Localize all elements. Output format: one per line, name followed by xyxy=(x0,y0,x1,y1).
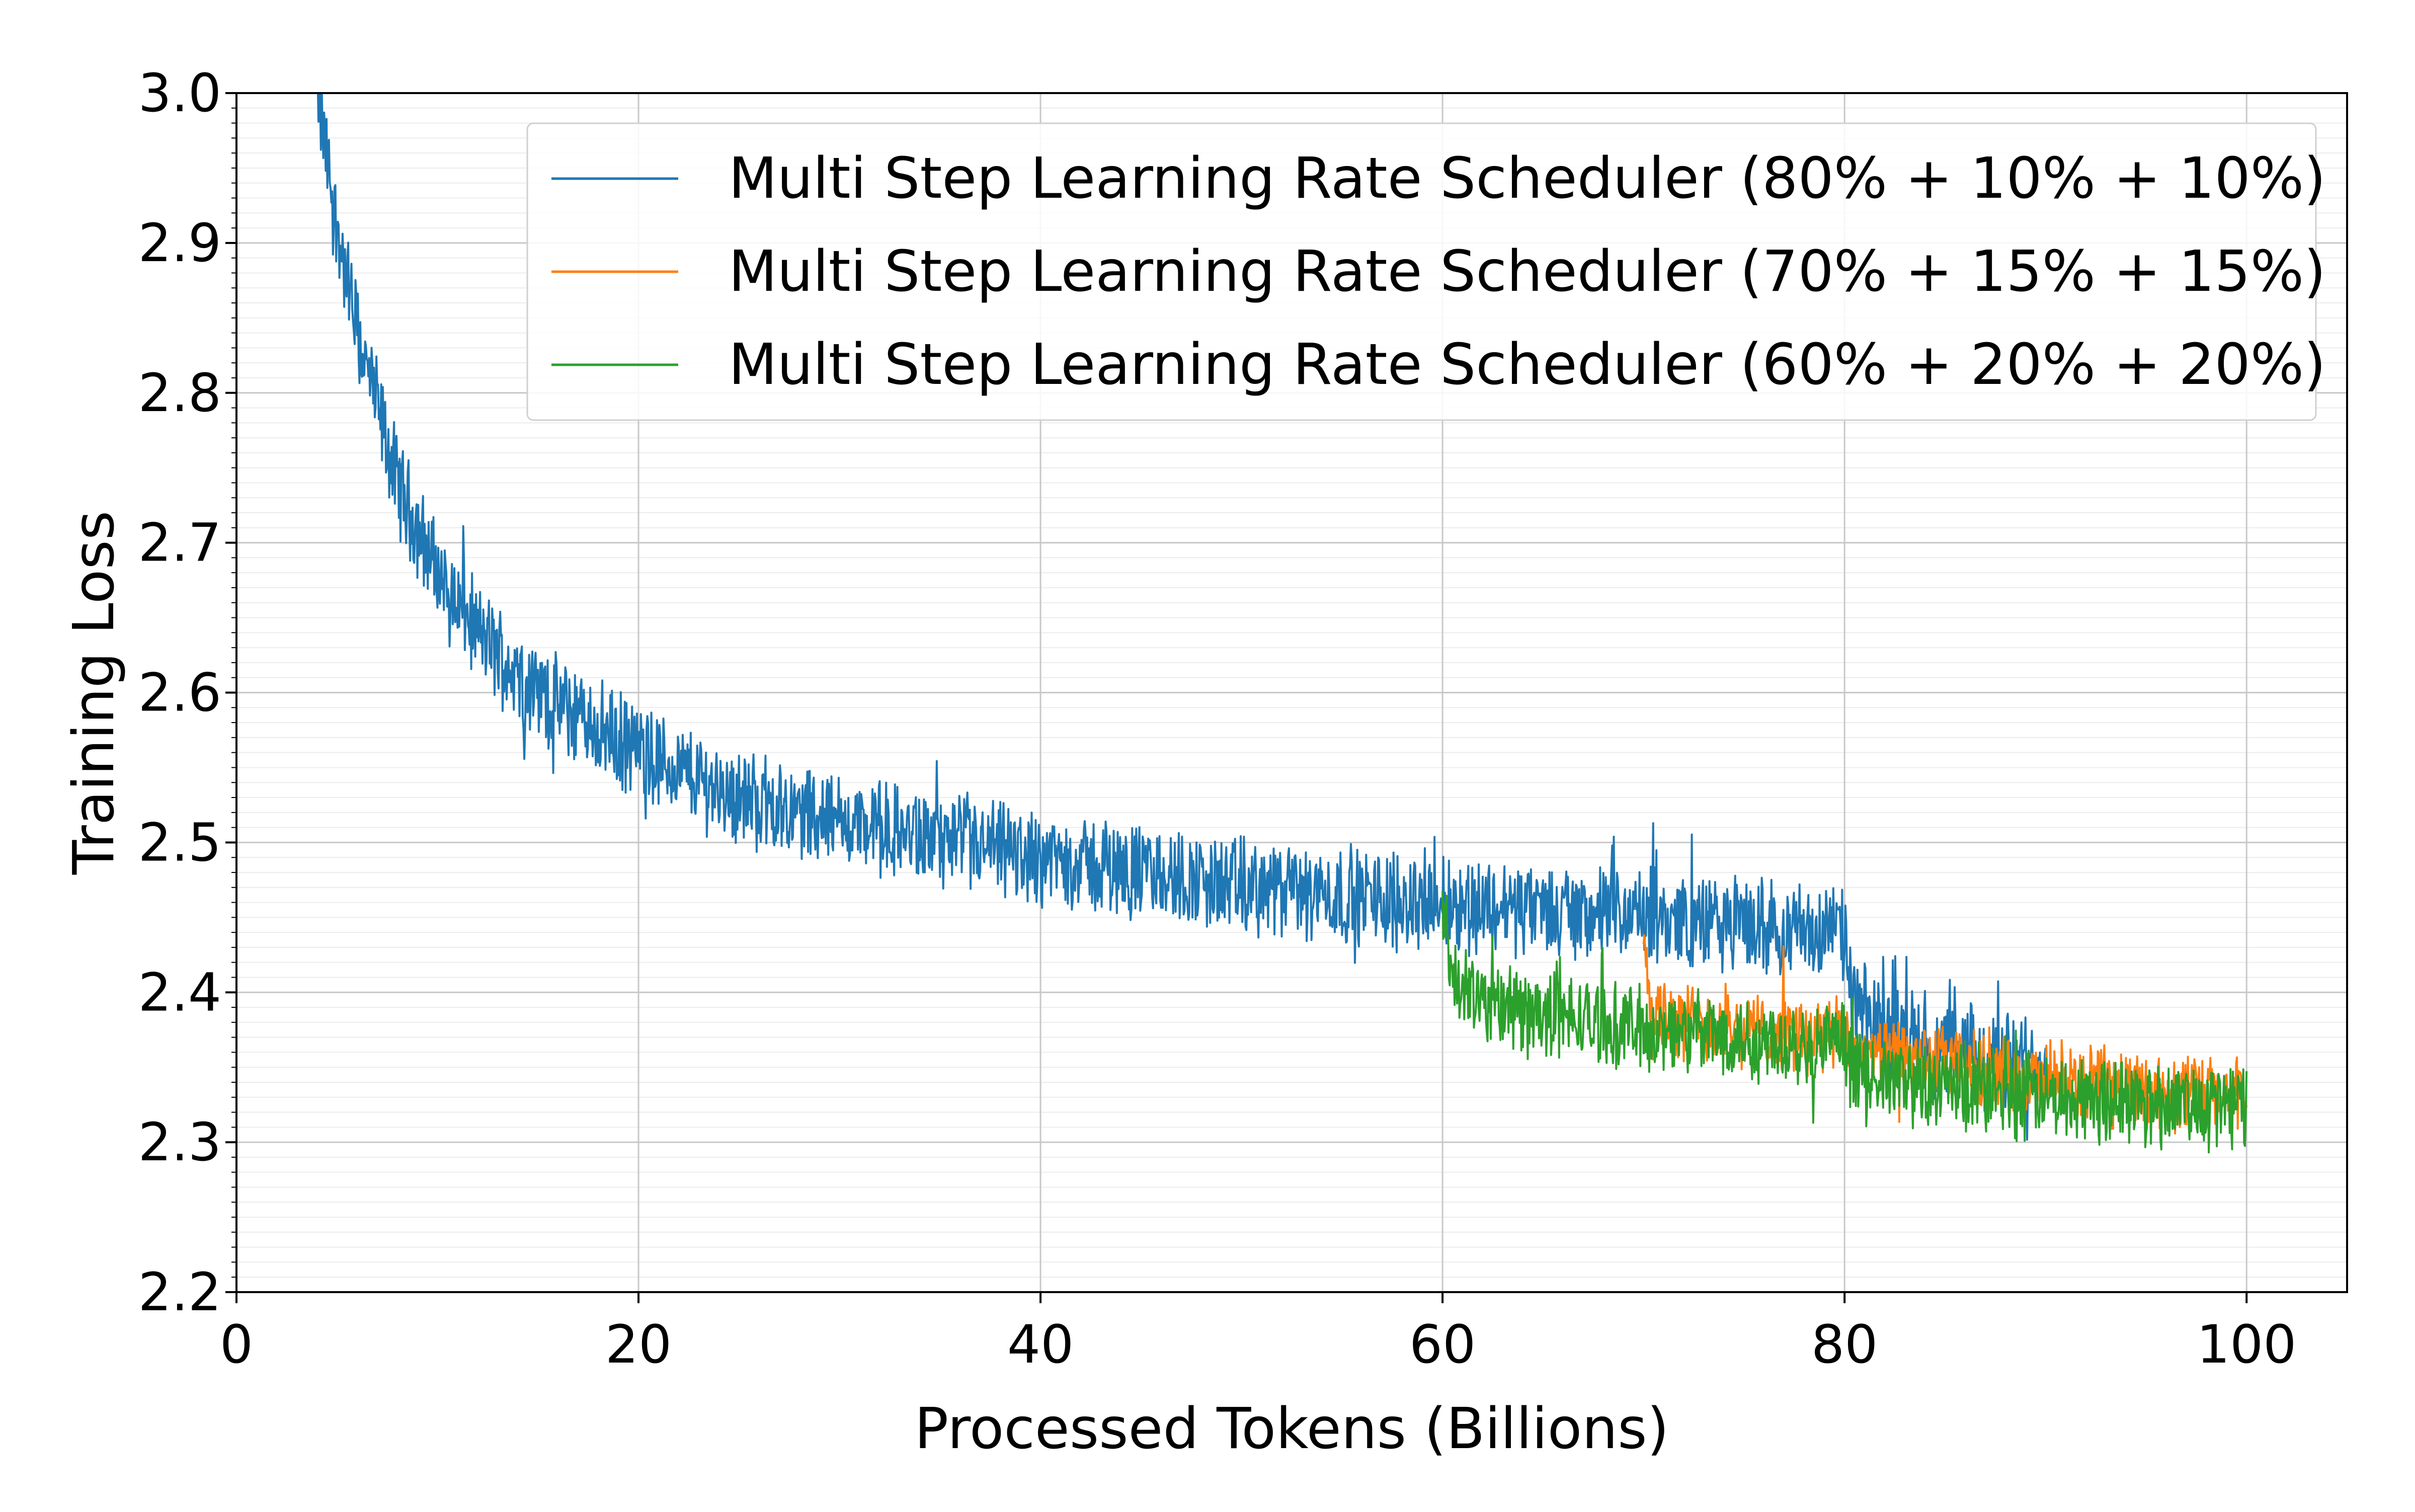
y-tick-label: 2.5 xyxy=(138,812,221,873)
x-tick-label: 0 xyxy=(220,1314,253,1375)
series-line xyxy=(316,93,2047,1141)
y-tick-label: 2.6 xyxy=(138,662,221,724)
x-axis-label: Processed Tokens (Billions) xyxy=(915,1396,1669,1462)
x-tick-label: 60 xyxy=(1409,1314,1476,1375)
y-tick-label: 2.4 xyxy=(138,962,221,1023)
legend-box xyxy=(526,122,2317,421)
axis-ticks: 2.2 2.3 2.4 2.5 2.6 2.7 2.8 2.9 3.0 0 20 40 60 80 100 xyxy=(138,62,2297,1375)
y-axis-label: Training Loss xyxy=(61,511,127,875)
x-tick-label: 80 xyxy=(1811,1314,1878,1375)
x-tick-label: 20 xyxy=(605,1314,672,1375)
legend-label: Multi Step Learning Rate Scheduler (60% … xyxy=(729,332,2326,397)
x-tick-label: 100 xyxy=(2197,1314,2297,1375)
series-line xyxy=(1441,891,2248,1154)
y-tick-label: 2.3 xyxy=(138,1111,221,1173)
legend-label: Multi Step Learning Rate Scheduler (70% … xyxy=(729,239,2326,304)
y-tick-label: 2.9 xyxy=(138,212,221,274)
y-tick-label: 2.8 xyxy=(138,362,221,424)
series-lines xyxy=(316,93,2248,1154)
y-tick-label: 2.7 xyxy=(138,512,221,574)
legend-label: Multi Step Learning Rate Scheduler (80% … xyxy=(729,146,2326,211)
y-tick-label: 3.0 xyxy=(138,62,221,124)
legend: Multi Step Learning Rate Scheduler (80% … xyxy=(526,122,2326,421)
y-tick-label: 2.2 xyxy=(138,1261,221,1323)
x-tick-label: 40 xyxy=(1007,1314,1074,1375)
